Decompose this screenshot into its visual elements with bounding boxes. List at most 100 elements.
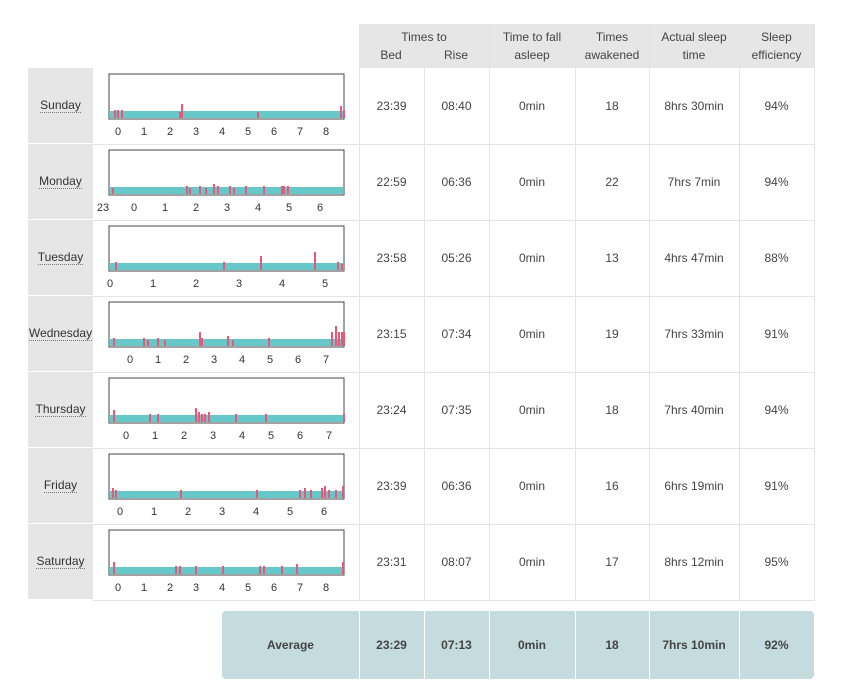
grid-line xyxy=(489,24,490,600)
wake-spike xyxy=(233,188,235,194)
wake-spike xyxy=(265,414,267,422)
hour-tick-label: 3 xyxy=(224,202,230,214)
average-divider xyxy=(424,611,425,679)
time-to-fall-asleep: 0min xyxy=(518,98,545,113)
hour-tick-label: 8 xyxy=(323,126,329,138)
bed-time: 23:39 xyxy=(376,478,407,493)
times-awakened: 22 xyxy=(605,174,619,189)
bed-time: 23:31 xyxy=(376,554,407,569)
day-row: Monday 23 0 1 2 3 4 5 6 22:59 06:36 0min 22 7hr… xyxy=(28,144,815,220)
wake-spike xyxy=(340,106,342,118)
wake-spike xyxy=(343,110,345,118)
hour-tick-label: 1 xyxy=(141,582,147,594)
wake-spike xyxy=(195,408,197,422)
sleep-bar xyxy=(110,415,343,422)
wake-spike xyxy=(199,186,201,194)
grid-line xyxy=(649,24,650,600)
bed-time: 23:15 xyxy=(376,326,407,341)
hour-tick-label: 4 xyxy=(253,506,259,518)
hour-tick-label: 0 xyxy=(117,506,123,518)
wake-spike xyxy=(268,338,270,346)
wake-spike xyxy=(235,414,237,422)
wake-spike xyxy=(341,332,343,346)
wake-spike xyxy=(195,566,197,574)
wake-spike xyxy=(198,412,200,422)
wake-spike xyxy=(331,332,333,346)
header-fall-asleep-line1: Time to fall xyxy=(502,30,562,44)
sleep-chart: 23 0 1 2 3 4 5 6 xyxy=(97,149,345,214)
wake-spike xyxy=(223,262,225,270)
times-awakened: 18 xyxy=(605,402,619,417)
day-label[interactable]: Monday xyxy=(39,174,82,189)
wake-spike xyxy=(263,566,265,574)
times-awakened: 16 xyxy=(605,478,619,493)
day-label[interactable]: Sunday xyxy=(40,98,81,113)
average-divider xyxy=(739,611,740,679)
day-label[interactable]: Tuesday xyxy=(37,250,84,265)
wake-spike xyxy=(260,256,262,270)
header-fall-asleep-line2: asleep xyxy=(514,48,550,62)
day-label[interactable]: Thursday xyxy=(35,402,86,417)
average-divider xyxy=(575,611,576,679)
wake-spike xyxy=(337,262,339,270)
hour-tick-label: 7 xyxy=(297,582,303,594)
wake-spike xyxy=(157,414,159,422)
wake-spike xyxy=(208,412,210,422)
actual-sleep-time: 7hrs 33min xyxy=(664,326,724,341)
day-label[interactable]: Friday xyxy=(43,478,78,493)
average-fall: 0min xyxy=(517,638,546,652)
hour-tick-label: 0 xyxy=(107,278,113,290)
sleep-chart: 0 1 2 3 4 5 6 xyxy=(108,453,345,518)
hour-tick-label: 2 xyxy=(185,506,191,518)
rise-time: 07:34 xyxy=(441,326,472,341)
grid-line xyxy=(814,24,815,600)
hour-tick-label: 1 xyxy=(152,430,158,442)
wake-spike xyxy=(217,186,219,194)
wake-spike xyxy=(281,186,283,194)
wake-spike xyxy=(310,490,312,498)
row-divider xyxy=(93,296,815,297)
header-efficiency: Sleep efficiency xyxy=(739,24,814,68)
hour-tick-label: 4 xyxy=(255,202,261,214)
wake-spike xyxy=(181,104,183,118)
hour-tick-label: 1 xyxy=(151,506,157,518)
average-awakened: 18 xyxy=(605,638,619,652)
wake-spike xyxy=(201,338,203,346)
wake-spike xyxy=(112,488,114,498)
wake-spike xyxy=(314,252,316,270)
hour-tick-label: 3 xyxy=(210,430,216,442)
grid-line xyxy=(359,24,360,600)
grid-line xyxy=(575,24,576,600)
day-label[interactable]: Saturday xyxy=(36,554,85,569)
wake-spike xyxy=(175,566,177,574)
wake-spike xyxy=(304,488,306,498)
rise-time: 07:35 xyxy=(441,402,472,417)
hour-tick-label: 3 xyxy=(193,126,199,138)
hour-tick-label: 6 xyxy=(271,126,277,138)
wake-spike xyxy=(229,186,231,194)
sleep-bar xyxy=(110,187,343,194)
header-bed: Bed xyxy=(380,48,402,62)
wake-spike xyxy=(296,564,298,574)
day-label[interactable]: Wednesday xyxy=(28,326,93,341)
header-times-to: Times to Bed Rise xyxy=(359,24,489,68)
wake-spike xyxy=(328,490,330,498)
wake-spike xyxy=(115,490,117,498)
actual-sleep-time: 8hrs 30min xyxy=(664,98,724,113)
time-to-fall-asleep: 0min xyxy=(518,402,545,417)
bed-time: 23:24 xyxy=(376,402,407,417)
wake-spike xyxy=(232,340,234,346)
times-awakened: 13 xyxy=(605,250,619,265)
wake-spike xyxy=(256,490,258,498)
wake-spike xyxy=(164,340,166,346)
day-row: Wednesday 0 1 2 3 4 5 6 7 23:15 07:34 0min 19 7… xyxy=(28,296,815,372)
wake-spike xyxy=(189,188,191,194)
wake-spike xyxy=(287,186,289,194)
actual-sleep-time: 7hrs 40min xyxy=(664,402,724,417)
hour-tick-label: 8 xyxy=(323,582,329,594)
header-awakened-line2: awakened xyxy=(584,48,640,62)
wake-spike xyxy=(283,186,285,194)
wake-spike xyxy=(343,414,345,422)
hour-tick-label: 2 xyxy=(167,126,173,138)
hour-tick-label: 5 xyxy=(245,126,251,138)
